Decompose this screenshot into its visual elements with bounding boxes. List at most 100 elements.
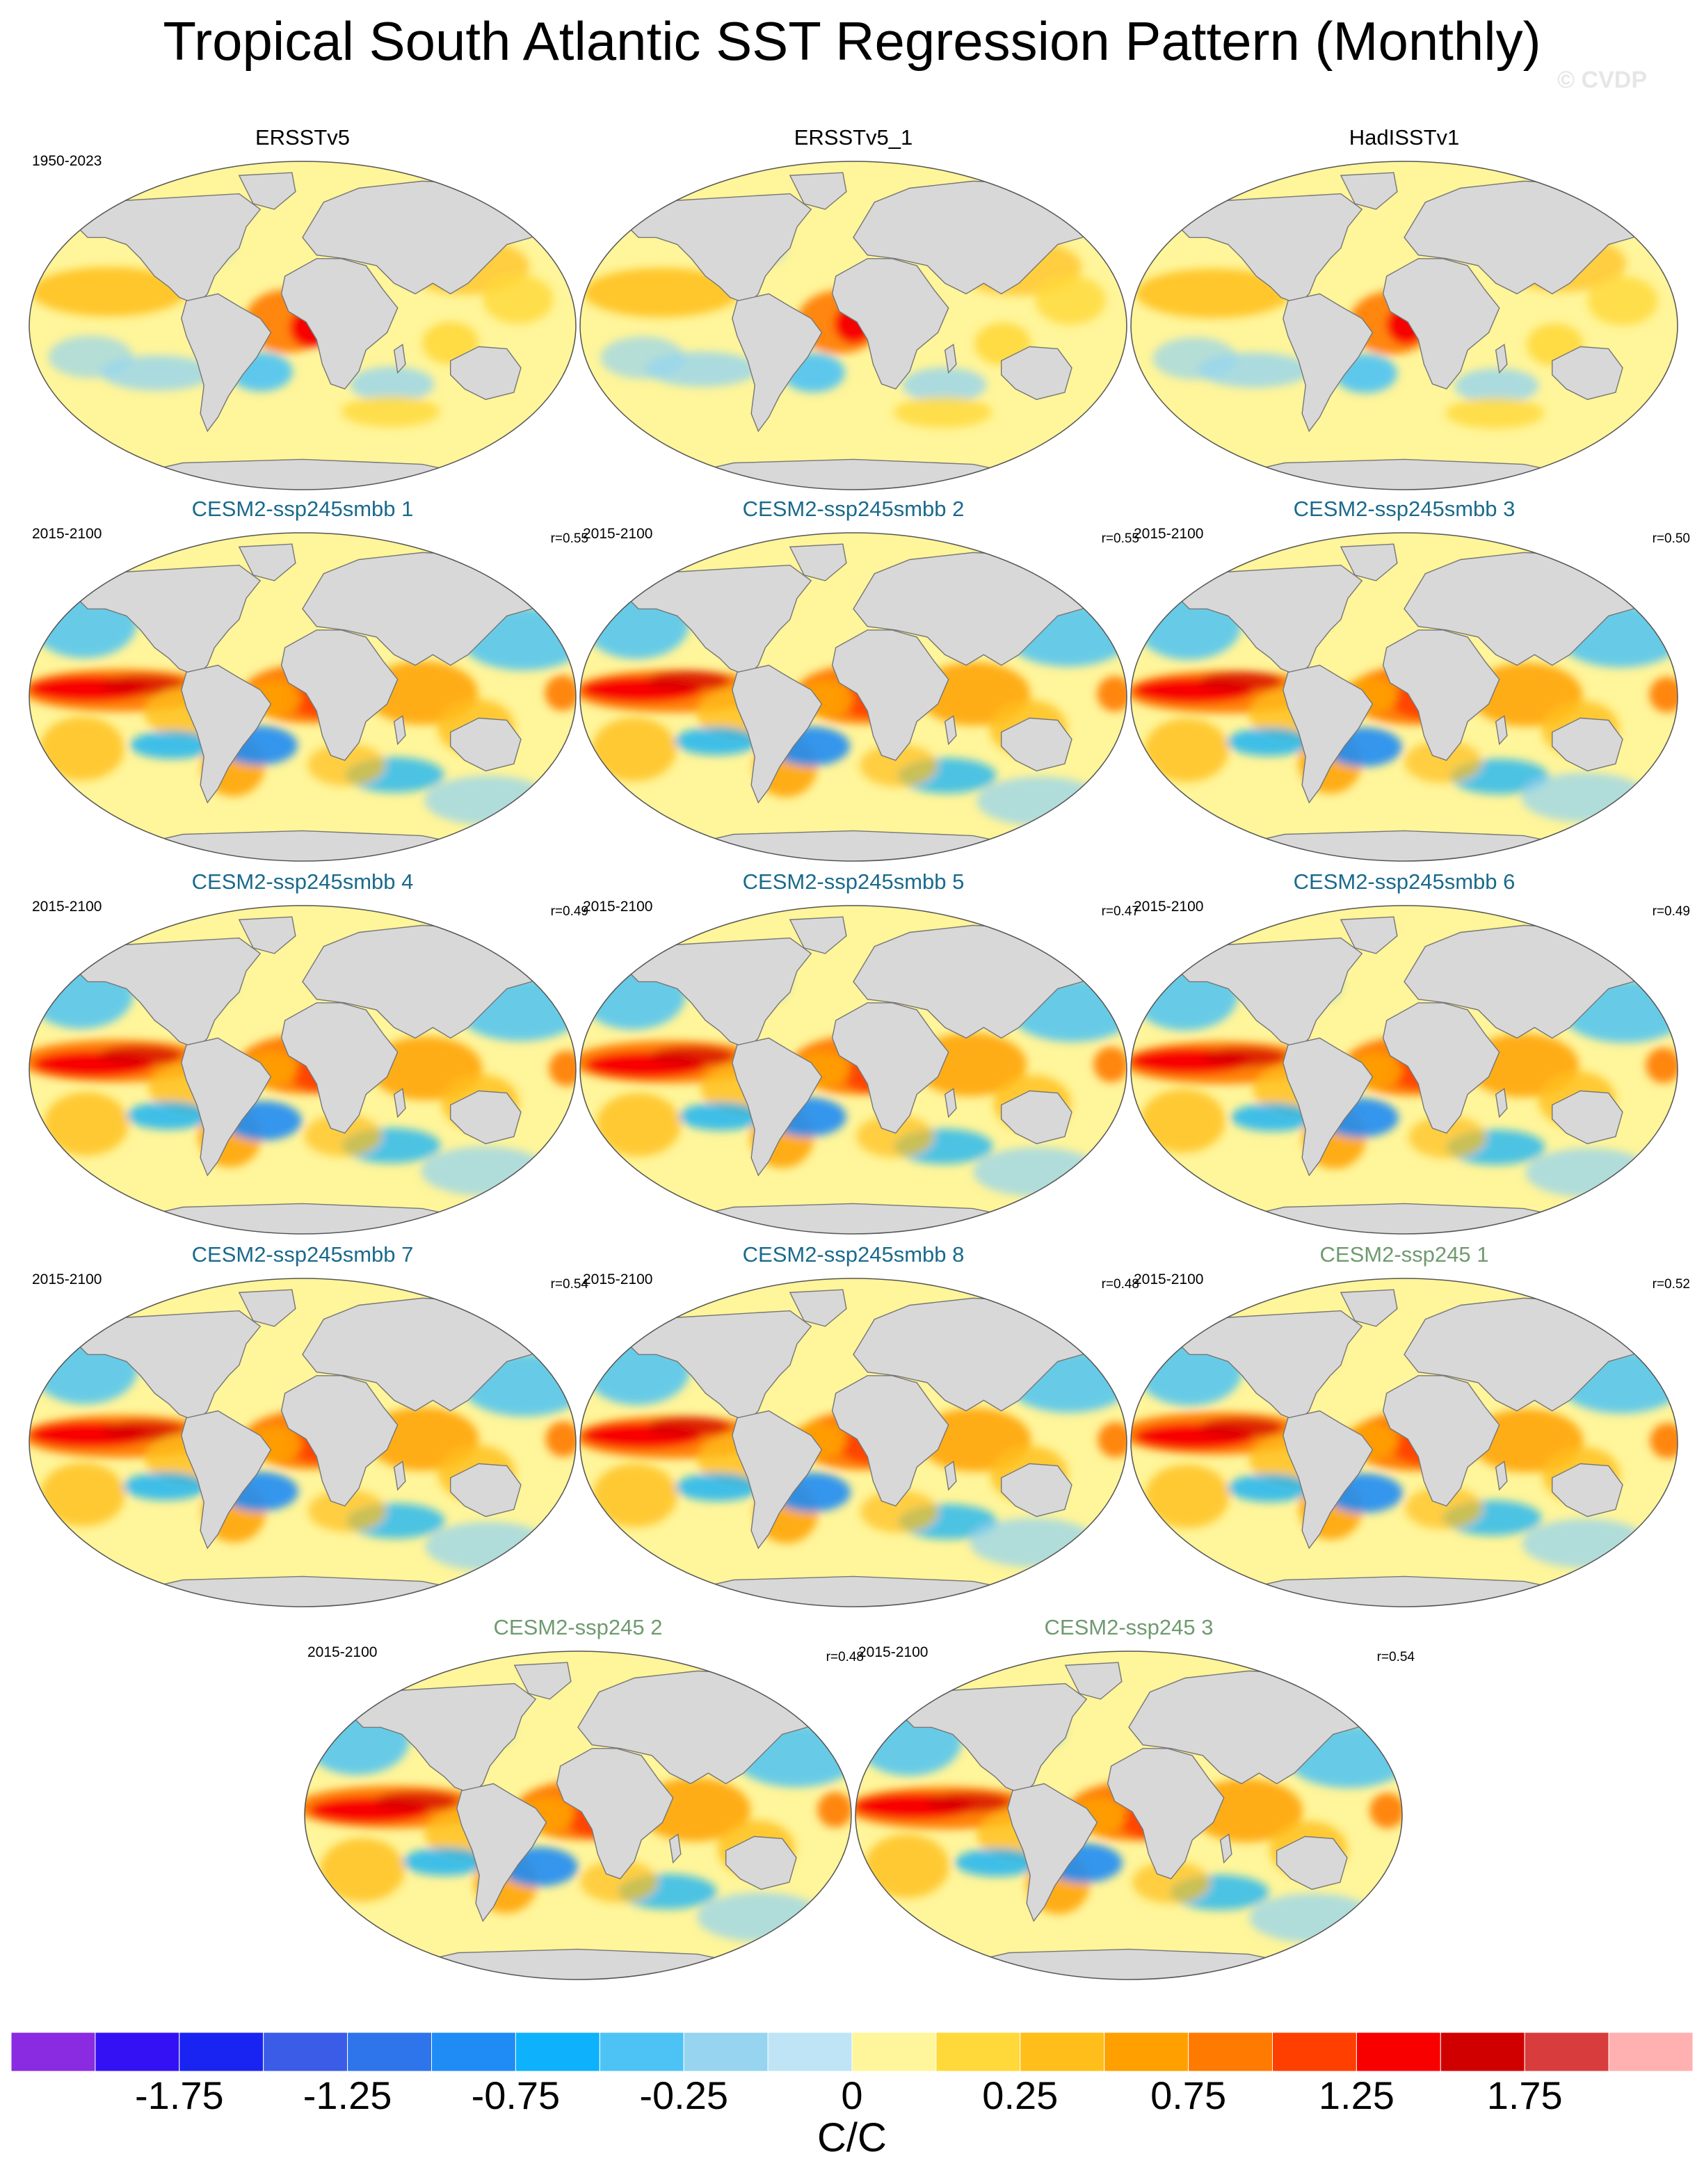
landmass-australia xyxy=(1000,346,1072,401)
landmass-madagascar xyxy=(668,1833,682,1864)
landmass-eurasia xyxy=(853,924,1101,1039)
landmass-samerica xyxy=(1283,664,1374,804)
landmass-samerica xyxy=(181,1410,272,1550)
colorbar-swatch xyxy=(1356,2032,1441,2072)
colorbar-tick-label: -1.25 xyxy=(303,2073,392,2117)
landmass-australia xyxy=(1551,1090,1623,1145)
colorbar xyxy=(11,2032,1693,2072)
landmass-greenland xyxy=(1340,916,1398,954)
colorbar-tick-label: 0.25 xyxy=(982,2073,1059,2117)
colorbar-swatch xyxy=(1608,2032,1693,2072)
landmass-madagascar xyxy=(944,344,957,374)
landmass-africa xyxy=(1382,1375,1500,1507)
colorbar-swatch xyxy=(263,2032,348,2072)
panel-title: CESM2-ssp245smbb 2 xyxy=(742,497,965,521)
landmass-eurasia xyxy=(1404,1297,1652,1412)
map-panel: CESM2-ssp245 2 2015-2100 r=0.48 xyxy=(303,1615,864,1987)
landmass-greenland xyxy=(789,1289,847,1327)
sst-regression-map xyxy=(579,1278,1127,1607)
figure-title: Tropical South Atlantic SST Regression P… xyxy=(163,10,1541,72)
sst-regression-map xyxy=(579,532,1127,862)
landmass-eurasia xyxy=(853,552,1101,666)
landmass-eurasia xyxy=(1404,180,1652,295)
landmass-australia xyxy=(1551,717,1623,772)
panel-pattern-correlation: r=0.48 xyxy=(1101,1277,1139,1292)
sst-regression-map xyxy=(1130,905,1678,1235)
panel-title: CESM2-ssp245smbb 3 xyxy=(1293,497,1516,521)
panel-pattern-correlation: r=0.48 xyxy=(826,1650,864,1664)
panel-pattern-correlation: r=0.54 xyxy=(550,1277,588,1292)
colorbar-swatch xyxy=(767,2032,853,2072)
landmass-australia xyxy=(449,1463,522,1518)
colorbar-swatch xyxy=(431,2032,516,2072)
panel-title: CESM2-ssp245smbb 6 xyxy=(1293,869,1516,894)
landmass-africa xyxy=(831,1002,949,1134)
panel-period: 2015-2100 xyxy=(583,526,653,542)
panel-title: CESM2-ssp245 3 xyxy=(1044,1615,1214,1639)
panel-pattern-correlation: r=0.47 xyxy=(1101,904,1139,919)
colorbar-swatch xyxy=(11,2032,96,2072)
landmass-madagascar xyxy=(393,1461,406,1491)
landmass-greenland xyxy=(1340,543,1398,581)
map-panel: CESM2-ssp245smbb 6 2015-2100 r=0.49 xyxy=(1130,869,1690,1242)
landmass-namerica xyxy=(351,1683,537,1795)
colorbar-swatch xyxy=(1524,2032,1609,2072)
panel-pattern-correlation: r=0.55 xyxy=(550,531,588,546)
panel-pattern-correlation: r=0.54 xyxy=(1376,1650,1415,1664)
panel-title: CESM2-ssp245 1 xyxy=(1319,1242,1489,1267)
landmass-madagascar xyxy=(1495,1088,1508,1118)
colorbar-swatch xyxy=(1272,2032,1357,2072)
landmass-greenland xyxy=(238,172,296,210)
map-panel: CESM2-ssp245smbb 5 2015-2100 r=0.47 xyxy=(579,869,1139,1242)
landmass-samerica xyxy=(181,293,272,433)
landmass-africa xyxy=(831,258,949,390)
landmass-australia xyxy=(449,717,522,772)
panel-pattern-correlation: r=0.55 xyxy=(1101,531,1139,546)
landmass-namerica xyxy=(627,564,812,677)
landmass-africa xyxy=(280,629,399,761)
landmass-greenland xyxy=(789,916,847,954)
panel-title: HadISSTv1 xyxy=(1349,125,1460,150)
landmass-greenland xyxy=(1340,1289,1398,1327)
colorbar-swatch xyxy=(1440,2032,1525,2072)
landmass-africa xyxy=(280,258,399,390)
panel-title: CESM2-ssp245smbb 8 xyxy=(742,1242,965,1267)
landmass-greenland xyxy=(513,1662,572,1700)
landmass-namerica xyxy=(627,193,812,305)
landmass-samerica xyxy=(181,664,272,804)
sst-regression-map xyxy=(29,532,577,862)
landmass-namerica xyxy=(627,937,812,1050)
sst-regression-map xyxy=(304,1651,852,1980)
sst-regression-map xyxy=(29,1278,577,1607)
landmass-africa xyxy=(1107,1748,1225,1879)
colorbar-tick-label: 0.75 xyxy=(1150,2073,1227,2117)
landmass-greenland xyxy=(789,172,847,210)
landmass-samerica xyxy=(1283,1410,1374,1550)
landmass-samerica xyxy=(732,664,823,804)
panel-period: 2015-2100 xyxy=(32,899,102,915)
panel-pattern-correlation: r=0.50 xyxy=(1652,531,1690,546)
colorbar-swatch xyxy=(1020,2032,1105,2072)
landmass-eurasia xyxy=(577,1670,826,1785)
landmass-australia xyxy=(1551,346,1623,401)
landmass-namerica xyxy=(1177,937,1363,1050)
map-panel: CESM2-ssp245smbb 8 2015-2100 r=0.48 xyxy=(579,1242,1139,1614)
sst-regression-map xyxy=(29,161,577,490)
map-panel: CESM2-ssp245smbb 4 2015-2100 r=0.49 xyxy=(28,869,588,1242)
colorbar-tick-label: -0.25 xyxy=(639,2073,728,2117)
landmass-eurasia xyxy=(1404,552,1652,666)
landmass-australia xyxy=(1000,1090,1072,1145)
colorbar-swatch xyxy=(935,2032,1021,2072)
map-panel: CESM2-ssp245smbb 3 2015-2100 r=0.50 xyxy=(1130,497,1690,869)
landmass-samerica xyxy=(732,1410,823,1550)
landmass-africa xyxy=(831,1375,949,1507)
landmass-samerica xyxy=(181,1037,272,1177)
colorbar-swatch xyxy=(347,2032,433,2072)
landmass-samerica xyxy=(456,1783,547,1922)
colorbar-tick-label: 1.25 xyxy=(1318,2073,1394,2117)
landmass-samerica xyxy=(1007,1783,1098,1922)
landmass-madagascar xyxy=(393,1088,406,1118)
sst-regression-map xyxy=(1130,1278,1678,1607)
landmass-greenland xyxy=(789,543,847,581)
landmass-greenland xyxy=(1340,172,1398,210)
